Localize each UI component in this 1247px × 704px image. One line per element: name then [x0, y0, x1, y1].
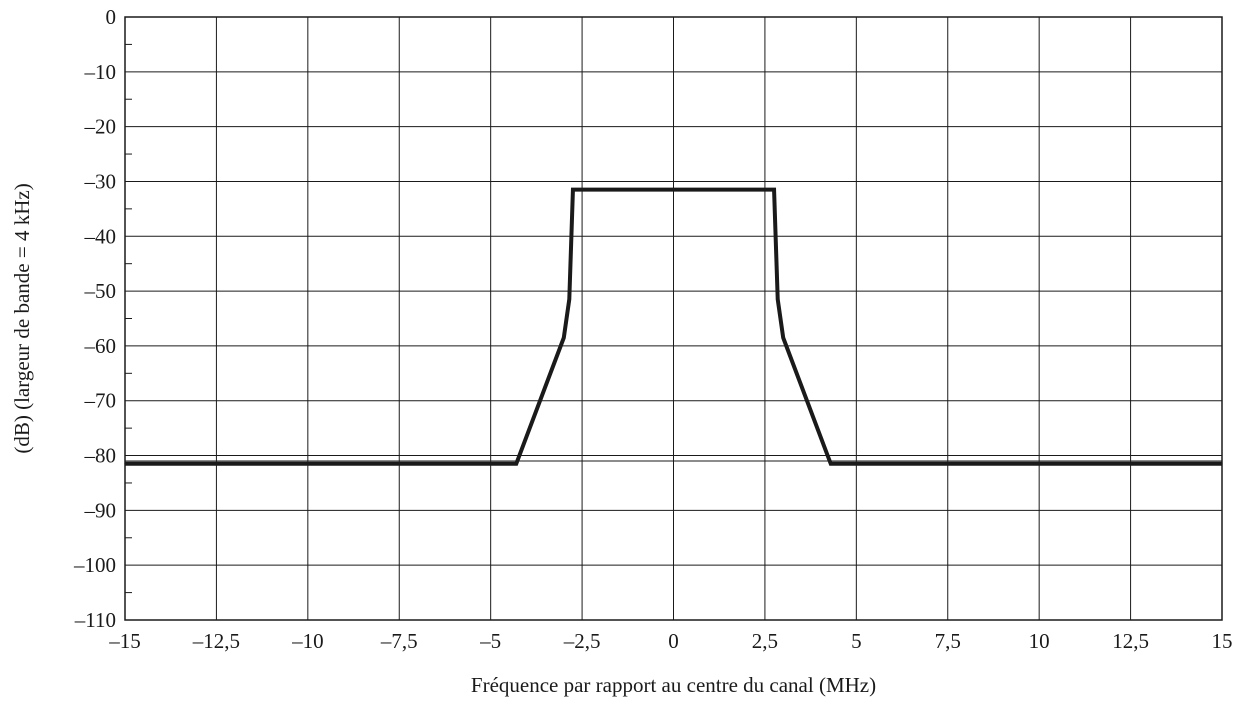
series-line-0: [125, 187, 1222, 466]
y-tick-label: –70: [84, 389, 117, 413]
y-tick-label: 0: [106, 5, 117, 29]
x-tick-label: –15: [108, 629, 141, 653]
series-point: [830, 463, 832, 465]
x-tick-label: –7,5: [380, 629, 418, 653]
y-tick-label: –30: [84, 169, 117, 193]
series-point: [782, 337, 784, 339]
series-point: [568, 298, 570, 300]
x-axis-label: Fréquence par rapport au centre du canal…: [471, 673, 876, 697]
y-tick-label: –80: [84, 444, 117, 468]
x-tick-label: 2,5: [752, 629, 778, 653]
series-point: [563, 337, 565, 339]
y-tick-label: –90: [84, 498, 117, 522]
y-tick-label: –60: [84, 334, 117, 358]
x-tick-label: 10: [1029, 629, 1050, 653]
x-tick-label: 0: [668, 629, 679, 653]
x-tick-label: –12,5: [192, 629, 240, 653]
series-point: [572, 189, 574, 191]
series-point: [515, 463, 517, 465]
minor-ticks: [125, 43, 132, 594]
y-tick-labels: 0 –10 –20 –30 –40 –50 –60 –70 –80 –90 –100 –110: [73, 5, 116, 632]
grid: [125, 17, 1222, 620]
x-tick-label: 5: [851, 629, 862, 653]
y-tick-label: –40: [84, 224, 117, 248]
y-tick-label: –20: [84, 115, 117, 139]
x-tick-label: 15: [1212, 629, 1233, 653]
y-tick-label: –10: [84, 60, 117, 84]
series-point: [773, 189, 775, 191]
y-tick-label: –50: [84, 279, 117, 303]
y-axis-label: (dB) (largeur de bande = 4 kHz): [10, 183, 34, 453]
x-tick-label: –5: [479, 629, 501, 653]
y-tick-label: –100: [73, 553, 116, 577]
x-tick-label: 12,5: [1112, 629, 1149, 653]
x-tick-label: –10: [291, 629, 324, 653]
x-tick-label: 7,5: [935, 629, 961, 653]
series-point: [777, 298, 779, 300]
x-tick-labels: –15 –12,5 –10 –7,5 –5 –2,5 0 2,5 5 7,5 10 12,5 15: [108, 629, 1232, 653]
x-tick-label: –2,5: [563, 629, 601, 653]
y-tick-label: –110: [74, 608, 116, 632]
